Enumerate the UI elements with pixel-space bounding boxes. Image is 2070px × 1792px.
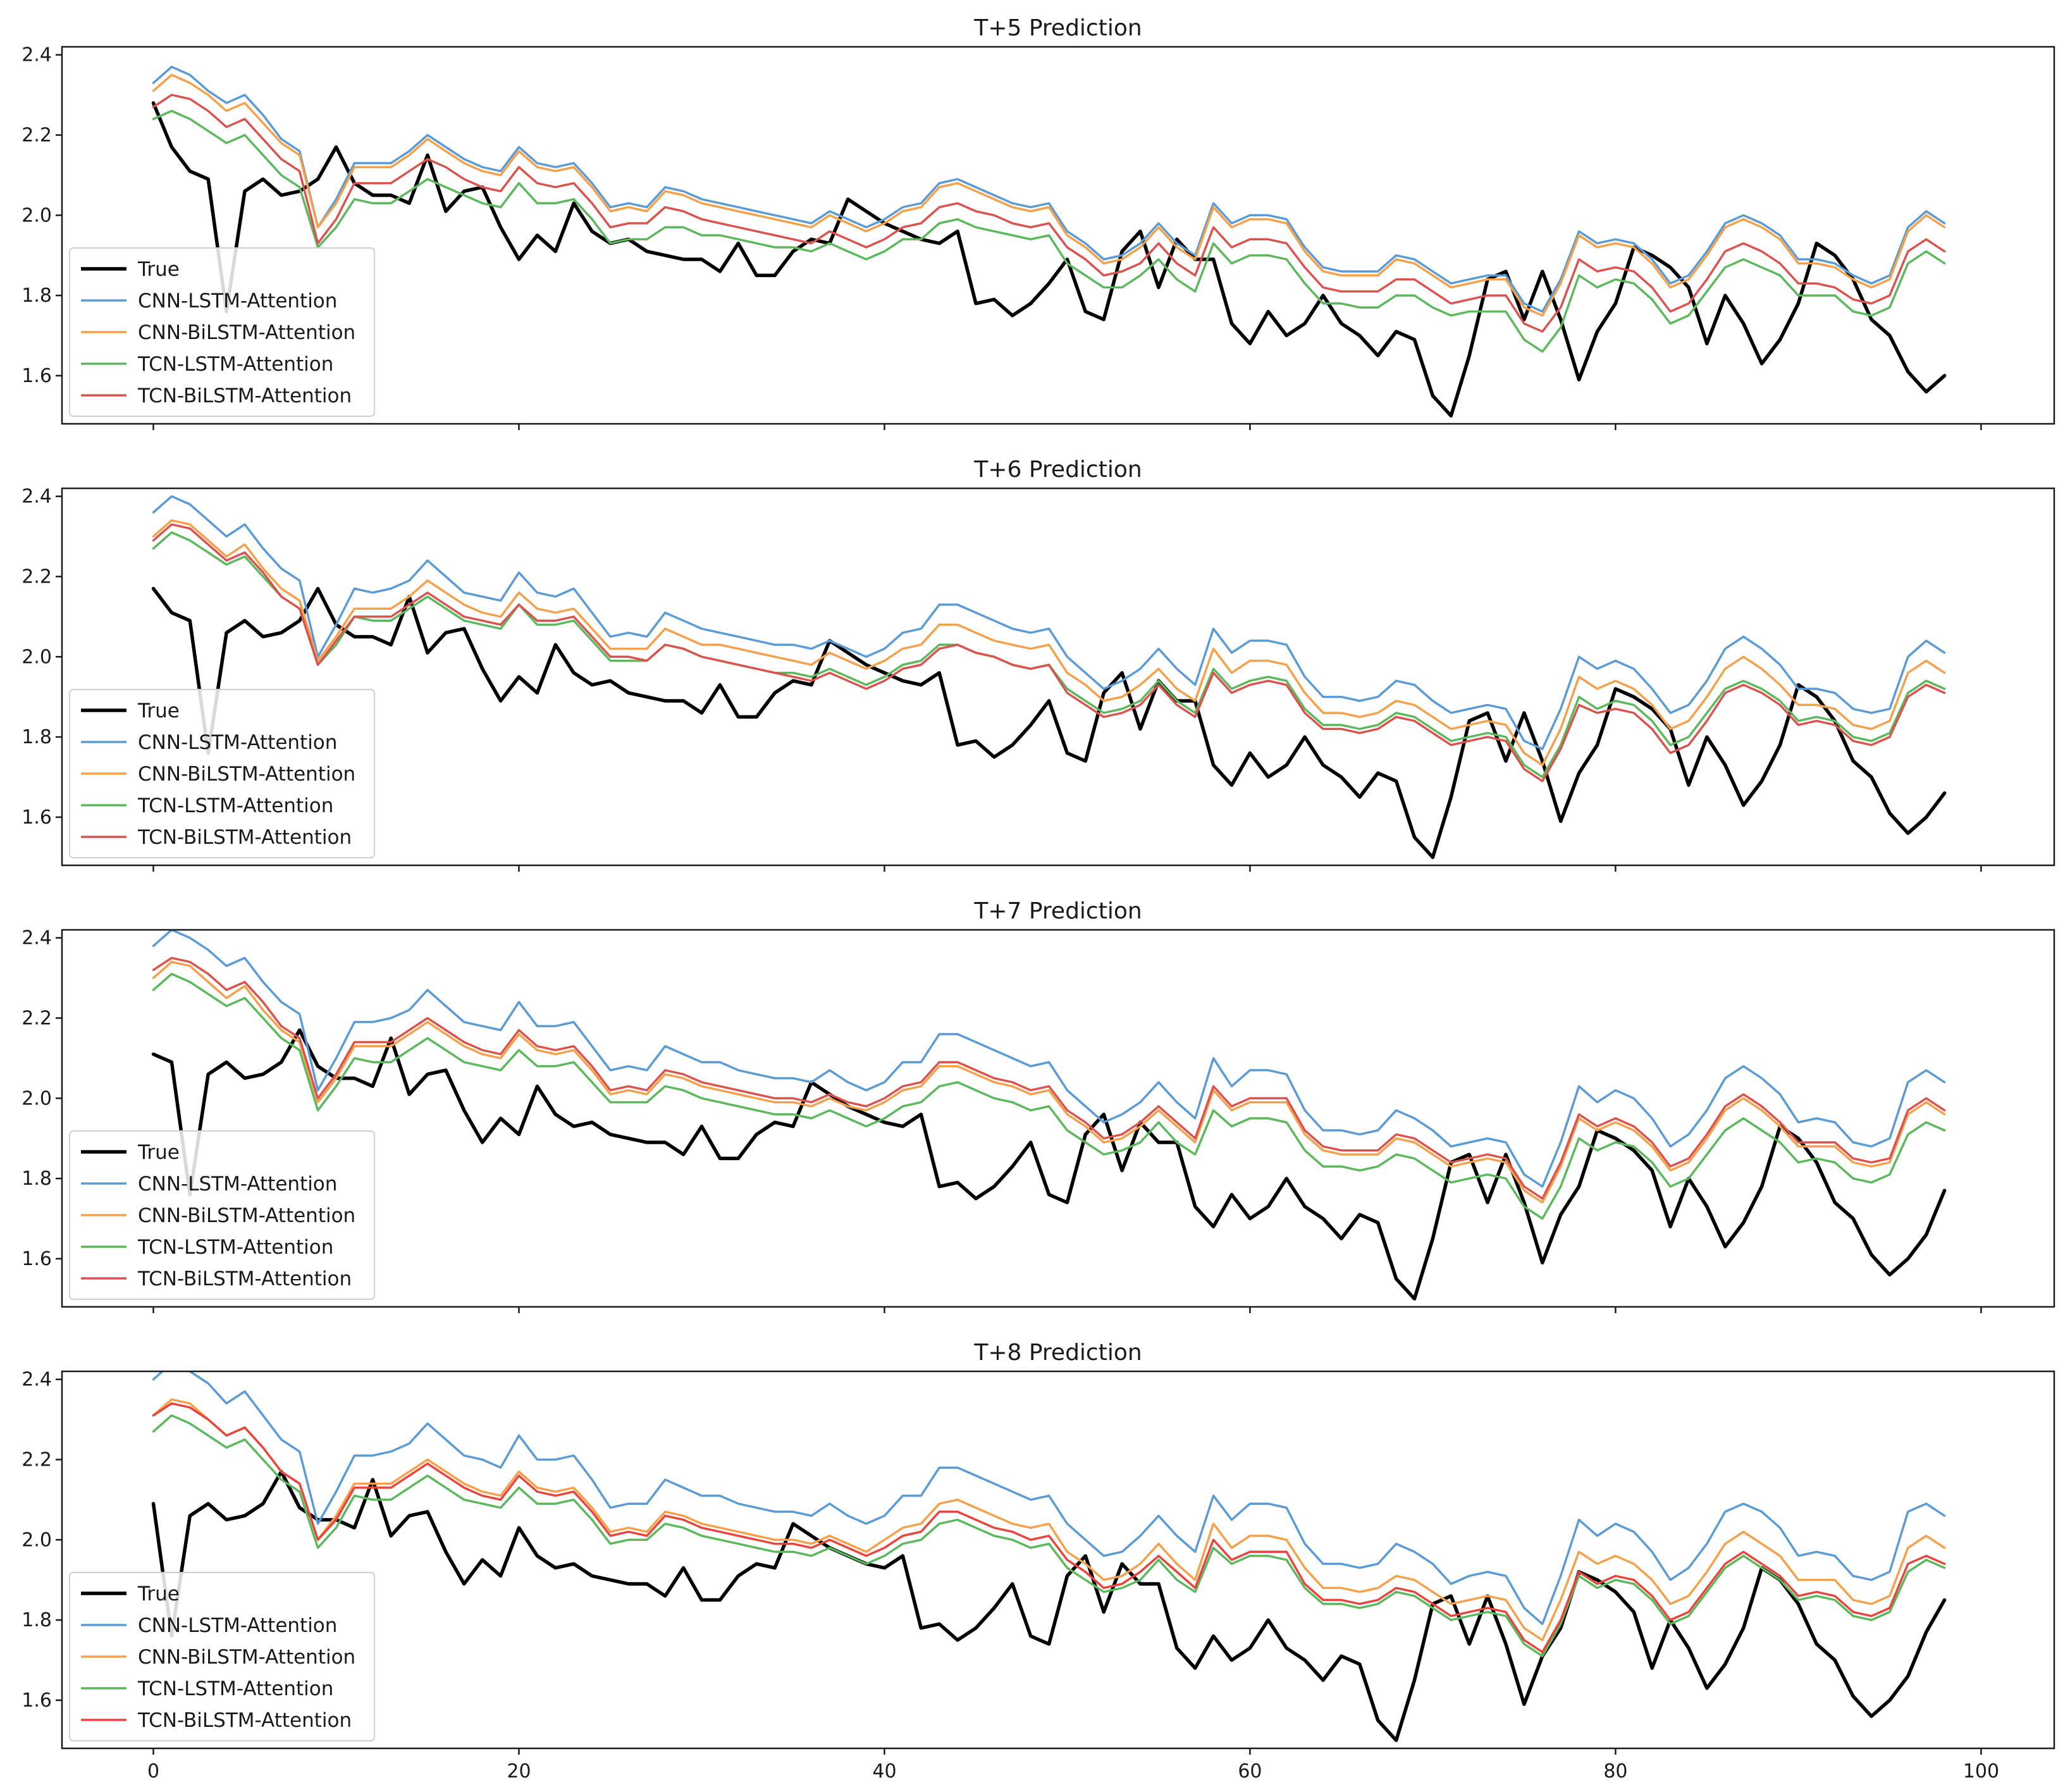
x-tick-label: 80 — [1603, 1760, 1627, 1783]
series-line-cnn-lstm-attention — [152, 1371, 1946, 1626]
series-line-tcn-bilstm-attention — [152, 956, 1946, 1200]
legend-box — [69, 247, 375, 417]
y-tick-label: 1.8 — [22, 1609, 52, 1631]
legend-label: TCN-BiLSTM-Attention — [137, 1709, 352, 1732]
x-tick-label: 0 — [147, 1760, 159, 1783]
legend-label: CNN-LSTM-Attention — [138, 731, 337, 754]
subplot-3: T+7 Prediction 1.6 1.8 2.0 2.2 2.4 True CNN-LST… — [22, 898, 2055, 1313]
y-tick-label: 2.0 — [22, 1529, 52, 1551]
series-line-tcn-lstm-attention — [152, 972, 1946, 1220]
series-line-cnn-lstm-attention — [152, 930, 1946, 1188]
axes-frame — [61, 1370, 2055, 1750]
series-line-cnn-lstm-attention — [152, 65, 1946, 313]
y-tick-label: 2.2 — [22, 1007, 52, 1029]
series-group — [151, 65, 1947, 418]
subplot-title: T+7 Prediction — [973, 898, 1142, 924]
series-group — [151, 1371, 1947, 1743]
series-line-true — [151, 1469, 1947, 1743]
legend: True CNN-LSTM-Attention CNN-BiLSTM-Attenti… — [69, 247, 375, 417]
subplot-1: T+5 Prediction 1.6 1.8 2.0 2.2 2.4 True CNN-LST… — [22, 15, 2055, 430]
y-tick-label: 1.6 — [22, 365, 52, 387]
y-tick-label: 1.6 — [22, 1690, 52, 1712]
legend-label: TCN-LSTM-Attention — [137, 353, 333, 376]
legend-label: CNN-LSTM-Attention — [138, 1614, 337, 1637]
legend: True CNN-LSTM-Attention CNN-BiLSTM-Attenti… — [69, 1572, 375, 1741]
y-tick-label: 2.0 — [22, 204, 52, 226]
subplot-title: T+6 Prediction — [973, 457, 1142, 483]
axes-frame — [61, 46, 2055, 425]
y-tick-label: 2.4 — [22, 927, 52, 949]
legend-label: CNN-BiLSTM-Attention — [138, 1646, 355, 1669]
legend-label: TCN-BiLSTM-Attention — [137, 1268, 352, 1290]
subplot-title: T+8 Prediction — [973, 1340, 1142, 1366]
legend-box — [69, 1572, 375, 1741]
y-tick-label: 2.4 — [22, 1369, 52, 1391]
y-tick-label: 1.8 — [22, 1168, 52, 1190]
y-tick-label: 1.8 — [22, 726, 52, 748]
y-tick-label: 1.8 — [22, 285, 52, 307]
x-tick-label: 40 — [872, 1760, 896, 1783]
series-group — [151, 930, 1947, 1301]
series-line-tcn-bilstm-attention — [152, 523, 1946, 782]
x-tick-label: 20 — [507, 1760, 531, 1783]
series-line-tcn-bilstm-attention — [152, 94, 1946, 333]
legend-label: TCN-BiLSTM-Attention — [137, 385, 352, 407]
series-line-cnn-lstm-attention — [152, 495, 1946, 750]
legend-label: True — [137, 1141, 180, 1164]
series-line-true — [151, 101, 1947, 418]
y-tick-label: 2.2 — [22, 1449, 52, 1471]
legend-label: True — [137, 1583, 180, 1605]
legend-box — [69, 1130, 375, 1300]
legend-label: CNN-LSTM-Attention — [138, 1173, 337, 1196]
legend-label: True — [137, 258, 180, 281]
legend-label: CNN-BiLSTM-Attention — [138, 1204, 355, 1227]
subplot-4: T+8 Prediction 1.6 1.8 2.0 2.2 2.4 0 20 40 60 80 10… — [22, 1340, 2055, 1783]
series-line-tcn-lstm-attention — [152, 1414, 1946, 1657]
series-line-cnn-bilstm-attention — [152, 519, 1946, 767]
axes-frame — [61, 929, 2055, 1308]
y-tick-label: 2.0 — [22, 646, 52, 668]
y-tick-label: 2.4 — [22, 44, 52, 66]
series-line-tcn-lstm-attention — [152, 109, 1946, 353]
legend-label: True — [137, 700, 180, 722]
legend-label: CNN-LSTM-Attention — [138, 290, 337, 312]
y-tick-label: 2.2 — [22, 565, 52, 588]
series-line-true — [151, 586, 1947, 860]
series-line-true — [151, 1028, 1947, 1301]
y-tick-label: 2.4 — [22, 486, 52, 508]
series-line-cnn-bilstm-attention — [152, 73, 1946, 317]
series-line-cnn-bilstm-attention — [152, 960, 1946, 1204]
legend-label: TCN-LSTM-Attention — [137, 794, 333, 817]
y-tick-label: 2.0 — [22, 1087, 52, 1109]
x-tick-label: 100 — [1963, 1760, 1999, 1783]
legend-label: CNN-BiLSTM-Attention — [138, 763, 355, 786]
legend-label: TCN-LSTM-Attention — [137, 1678, 333, 1700]
y-tick-label: 2.2 — [22, 124, 52, 146]
subplot-2: T+6 Prediction 1.6 1.8 2.0 2.2 2.4 True CNN-LST… — [22, 457, 2055, 872]
legend-box — [69, 689, 375, 858]
legend-label: TCN-LSTM-Attention — [137, 1236, 333, 1259]
y-tick-label: 1.6 — [22, 1248, 52, 1270]
axes-frame — [61, 487, 2055, 867]
series-line-tcn-bilstm-attention — [152, 1402, 1946, 1653]
y-tick-label: 1.6 — [22, 806, 52, 829]
subplot-title: T+5 Prediction — [973, 15, 1142, 41]
legend-label: TCN-BiLSTM-Attention — [137, 826, 352, 849]
series-group — [151, 495, 1947, 860]
series-line-cnn-bilstm-attention — [152, 1398, 1946, 1641]
legend-label: CNN-BiLSTM-Attention — [138, 321, 355, 344]
x-tick-label: 60 — [1238, 1760, 1262, 1783]
legend: True CNN-LSTM-Attention CNN-BiLSTM-Attenti… — [69, 1130, 375, 1300]
legend: True CNN-LSTM-Attention CNN-BiLSTM-Attenti… — [69, 689, 375, 858]
